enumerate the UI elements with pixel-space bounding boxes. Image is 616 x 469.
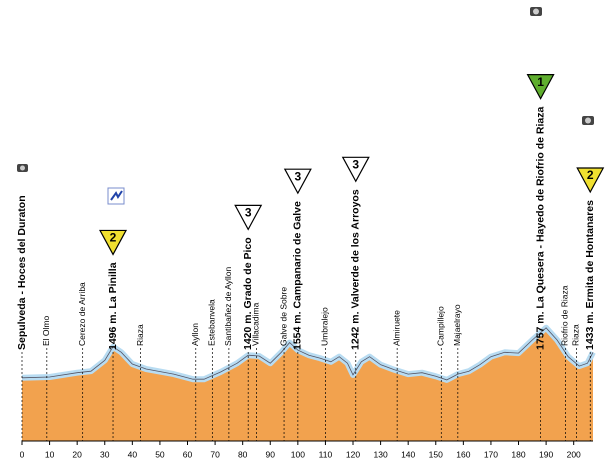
climb-label: 1757 m. La Quesera - Hayedo de Riofrio d… [534, 107, 546, 350]
place-label: Riaza [135, 324, 145, 346]
category-label: 3 [295, 169, 302, 183]
x-tick-label: 140 [401, 449, 415, 459]
climb-label: 1420 m. Grado de Pico [242, 237, 254, 350]
x-tick-label: 160 [456, 449, 470, 459]
climb-label: 1433 m. Ermita de Hontanares [584, 200, 596, 350]
place-label: Riofrio de Riaza [560, 285, 570, 346]
place-label: Majaelrayo [452, 304, 462, 346]
category-marker [99, 229, 128, 256]
category-label: 3 [352, 157, 359, 171]
climb-label: 1496 m. La Pinilla [107, 262, 119, 350]
category-marker [234, 204, 263, 231]
category-marker [341, 156, 370, 183]
x-tick-label: 170 [484, 449, 498, 459]
x-tick-label: 120 [346, 449, 360, 459]
place-label: El Olmo [41, 316, 51, 347]
sprint-icon [107, 187, 125, 205]
x-tick-label: 180 [511, 449, 525, 459]
place-label: Umbralejo [320, 307, 330, 346]
x-tick-label: 190 [539, 449, 553, 459]
x-tick-label: 10 [45, 449, 55, 459]
place-label: Ayllon [190, 323, 200, 346]
x-tick-label: 20 [72, 449, 82, 459]
x-tick-label: 200 [567, 449, 581, 459]
category-label: 1 [537, 75, 544, 89]
x-tick-label: 0 [20, 449, 25, 459]
place-label: Villacadima [251, 302, 261, 346]
place-label: Riaza [571, 324, 581, 346]
x-tick-label: 80 [238, 449, 248, 459]
place-label: Estebanvela [207, 299, 217, 346]
category-marker [576, 167, 605, 194]
place-label: Almiruete [391, 310, 401, 346]
place-label: Santibañez de Ayllon [223, 266, 233, 346]
category-label: 2 [587, 168, 594, 182]
x-tick-label: 90 [266, 449, 276, 459]
climb-label: 1242 m. Valverde de los Arroyos [350, 189, 362, 350]
category-marker [283, 168, 312, 195]
profile-line [21, 327, 594, 381]
place-label: Galve de Sobre [278, 287, 288, 346]
camera-icon [17, 7, 594, 172]
x-tick-label: 40 [128, 449, 138, 459]
climb-label: Sepulveda - Hoces del Duraton [16, 195, 28, 350]
x-tick-label: 30 [100, 449, 110, 459]
place-label: Campillejo [436, 306, 446, 346]
x-tick-label: 130 [374, 449, 388, 459]
climb-label: 1554 m. Campanario de Galve [292, 201, 304, 350]
x-tick-label: 70 [210, 449, 220, 459]
category-label: 3 [245, 206, 252, 220]
x-tick-label: 50 [155, 449, 165, 459]
x-tick-label: 150 [429, 449, 443, 459]
category-label: 2 [110, 231, 117, 245]
x-tick-label: 60 [183, 449, 193, 459]
place-label: Cerezo de Arriba [77, 282, 87, 346]
x-tick-label: 110 [319, 449, 333, 459]
x-tick-label: 100 [291, 449, 305, 459]
profile-area [22, 327, 593, 441]
category-marker [526, 74, 555, 100]
